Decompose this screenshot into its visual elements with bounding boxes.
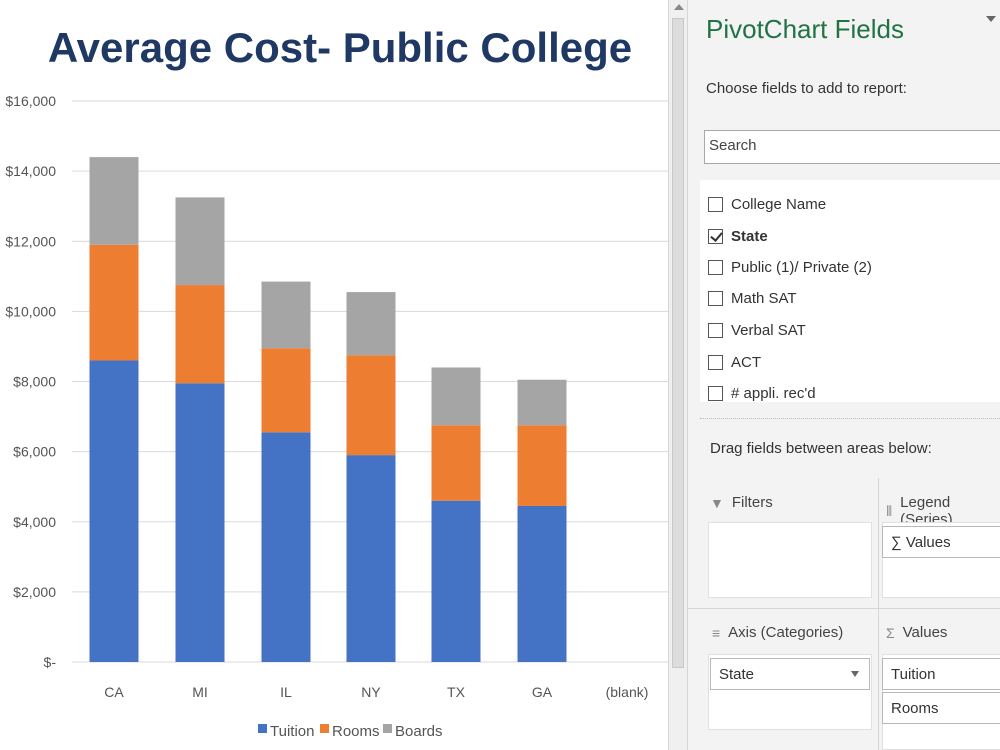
legend-swatch	[383, 724, 392, 733]
bar-tuition	[517, 505, 567, 662]
pane-instruction: Choose fields to add to report:	[706, 80, 907, 97]
bar-tuition	[261, 432, 311, 662]
field-item-verbal-sat[interactable]: Verbal SAT	[708, 318, 806, 342]
bar-boards	[175, 197, 225, 286]
values-area-header: Σ Values	[886, 624, 947, 641]
field-item-college-name[interactable]: College Name	[708, 192, 826, 216]
field-label: Math SAT	[731, 289, 797, 307]
y-tick-label: $12,000	[5, 233, 56, 249]
field-label: ACT	[731, 353, 761, 371]
y-tick-label: $14,000	[5, 163, 56, 179]
pane-title: PivotChart Fields	[706, 14, 904, 44]
vertical-scrollbar[interactable]	[668, 0, 688, 750]
checkbox[interactable]	[708, 354, 723, 370]
y-tick-label: $16,000	[5, 93, 56, 109]
area-divider-vertical	[878, 478, 879, 750]
axis-label: Axis (Categories)	[728, 624, 844, 641]
bar-boards	[431, 367, 481, 426]
chart-canvas[interactable]: Average Cost- Public College $- $2,000 $4,0…	[0, 0, 668, 750]
filters-drop-area[interactable]	[708, 522, 872, 598]
field-label: # appli. rec'd	[731, 384, 816, 402]
field-item-public-private[interactable]: Public (1)/ Private (2)	[708, 255, 872, 279]
field-label: Public (1)/ Private (2)	[731, 258, 872, 276]
field-label: College Name	[731, 195, 827, 213]
y-tick-label: $8,000	[13, 374, 56, 390]
bar-boards	[261, 281, 311, 349]
x-tick-label: CA	[104, 684, 124, 700]
scrollbar-thumb[interactable]	[672, 18, 684, 668]
x-tick-label: TX	[447, 684, 466, 700]
field-item-act[interactable]: ACT	[708, 350, 761, 374]
pane-divider	[700, 418, 1000, 419]
pane-options-chevron-icon[interactable]	[986, 16, 996, 22]
rows-icon: ≡	[712, 624, 721, 641]
x-tick-label: MI	[192, 684, 208, 700]
filter-icon: ▼	[710, 494, 724, 511]
bar-tuition	[346, 455, 396, 662]
y-tick-label: $10,000	[5, 303, 56, 319]
columns-icon: ⦀	[886, 502, 893, 519]
y-tick-label: $6,000	[13, 444, 56, 460]
chart-title: Average Cost- Public College	[48, 24, 632, 71]
y-tick-label: $4,000	[13, 514, 56, 530]
drag-instruction: Drag fields between areas below:	[710, 440, 932, 457]
axis-area-header: ≡ Axis (Categories)	[712, 624, 843, 641]
field-search-input[interactable]: Search	[704, 130, 1000, 164]
x-tick-label: NY	[361, 684, 381, 700]
values-rooms-chip[interactable]: Rooms	[882, 692, 1000, 724]
checkbox-checked[interactable]	[708, 228, 723, 244]
field-label: Verbal SAT	[731, 321, 806, 339]
pivot-chart[interactable]: Average Cost- Public College $- $2,000 $4,0…	[0, 0, 668, 750]
axis-state-chip[interactable]: State	[710, 658, 870, 690]
sigma-icon: Σ	[886, 624, 895, 641]
chevron-down-icon[interactable]	[851, 671, 859, 677]
bar-boards	[89, 157, 139, 245]
pivotchart-fields-pane: PivotChart Fields Choose fields to add t…	[688, 0, 1000, 750]
values-label: Values	[902, 624, 948, 641]
legend-label: Tuition	[270, 723, 314, 740]
x-tick-label: IL	[280, 684, 292, 700]
legend-swatch	[258, 724, 267, 733]
bar-tuition	[431, 500, 481, 662]
bar-rooms	[89, 244, 139, 361]
checkbox[interactable]	[708, 259, 723, 275]
area-divider-horizontal	[688, 608, 1000, 609]
bar-rooms	[175, 285, 225, 384]
x-tick-label: GA	[532, 684, 553, 700]
bar-tuition	[175, 383, 225, 662]
axis-state-chip-label: State	[719, 665, 755, 683]
bar-boards	[517, 379, 567, 426]
field-label: State	[731, 227, 768, 245]
bar-rooms	[431, 425, 481, 501]
legend-swatch	[320, 724, 329, 733]
bar-rooms	[346, 355, 396, 456]
field-list: College Name State Public (1)/ Private (…	[700, 180, 1000, 402]
checkbox[interactable]	[708, 322, 723, 338]
bar-boards	[346, 292, 396, 356]
field-item-math-sat[interactable]: Math SAT	[708, 286, 797, 310]
bar-rooms	[261, 348, 311, 433]
legend-label: Rooms	[332, 723, 380, 740]
checkbox[interactable]	[708, 196, 723, 212]
legend-values-chip[interactable]: ∑ Values	[882, 526, 1000, 558]
field-item-state[interactable]: State	[708, 224, 768, 248]
x-tick-label: (blank)	[606, 684, 649, 700]
scroll-up-arrow-icon[interactable]	[674, 4, 684, 10]
field-item-applications[interactable]: # appli. rec'd	[708, 381, 816, 402]
filters-label: Filters	[731, 494, 773, 511]
values-tuition-chip[interactable]: Tuition	[882, 658, 1000, 690]
bar-rooms	[517, 425, 567, 506]
filters-area-header: ▼ Filters	[710, 494, 773, 511]
checkbox[interactable]	[708, 385, 723, 401]
legend-label: Boards	[395, 723, 443, 740]
checkbox[interactable]	[708, 290, 723, 306]
y-tick-label: $2,000	[13, 584, 56, 600]
y-tick-label: $-	[44, 654, 57, 670]
bar-tuition	[89, 360, 139, 662]
